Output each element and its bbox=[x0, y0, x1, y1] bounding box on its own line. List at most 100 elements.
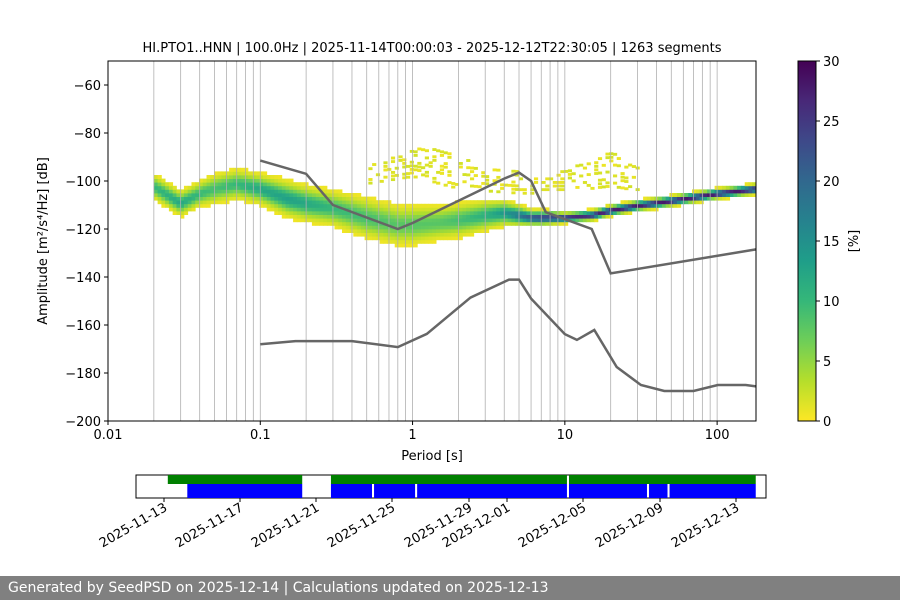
heatmap-cell bbox=[518, 214, 524, 219]
heatmap-cell bbox=[500, 200, 505, 205]
x-tick-label: 10 bbox=[557, 428, 574, 443]
heatmap-cell bbox=[214, 171, 219, 176]
heatmap-cell bbox=[477, 211, 482, 215]
heatmap-cell bbox=[262, 196, 268, 201]
heatmap-cell bbox=[541, 221, 546, 226]
heatmap-cell bbox=[217, 200, 222, 205]
heatmap-cell bbox=[432, 176, 437, 180]
heatmap-cell bbox=[628, 200, 633, 205]
heatmap-cell bbox=[360, 232, 365, 237]
heatmap-cell bbox=[710, 196, 716, 201]
heatmap-cell bbox=[466, 159, 471, 162]
heatmap-cell bbox=[172, 200, 177, 205]
heatmap-cell bbox=[575, 164, 580, 168]
heatmap-cell bbox=[462, 218, 467, 223]
heatmap-cell bbox=[229, 171, 234, 176]
heatmap-cell bbox=[161, 182, 166, 187]
heatmap-cell bbox=[319, 200, 324, 205]
heatmap-cell bbox=[473, 214, 478, 219]
heatmap-cell bbox=[492, 207, 497, 212]
heatmap-cell bbox=[481, 225, 486, 230]
heatmap-cell bbox=[199, 200, 204, 205]
heatmap-cell bbox=[202, 200, 207, 205]
heatmap-cell bbox=[458, 200, 463, 205]
heatmap-cell bbox=[285, 207, 290, 212]
heatmap-cell bbox=[522, 188, 527, 192]
heatmap-cell bbox=[345, 214, 350, 219]
heatmap-cell bbox=[646, 207, 652, 212]
heatmap-cell bbox=[594, 168, 599, 172]
heatmap-cell bbox=[458, 214, 463, 219]
heatmap-cell bbox=[293, 200, 298, 205]
heatmap-cell bbox=[628, 207, 633, 212]
heatmap-cell bbox=[240, 178, 245, 183]
heatmap-cell bbox=[229, 178, 234, 183]
heatmap-cell bbox=[451, 214, 456, 219]
heatmap-cell bbox=[545, 218, 550, 223]
heatmap-cell bbox=[417, 203, 422, 208]
heatmap-cell bbox=[533, 207, 539, 212]
heatmap-cell bbox=[688, 193, 693, 197]
heatmap-cell bbox=[451, 229, 456, 233]
heatmap-cell bbox=[650, 200, 655, 205]
heatmap-cell bbox=[266, 200, 271, 205]
heatmap-cell bbox=[334, 193, 339, 197]
heatmap-cell bbox=[733, 193, 738, 197]
heatmap-cell bbox=[183, 200, 189, 205]
heatmap-cell bbox=[342, 229, 347, 233]
heatmap-cell bbox=[195, 196, 200, 201]
heatmap-cell bbox=[439, 203, 445, 208]
heatmap-cell bbox=[729, 193, 734, 197]
heatmap-cell bbox=[421, 166, 426, 170]
heatmap-cell bbox=[402, 161, 407, 165]
heatmap-cell bbox=[417, 232, 422, 237]
heatmap-cell bbox=[338, 214, 343, 219]
heatmap-cell bbox=[601, 185, 606, 189]
heatmap-cell bbox=[311, 203, 317, 208]
heatmap-cell bbox=[481, 221, 486, 226]
heatmap-cell bbox=[221, 200, 226, 205]
heatmap-cell bbox=[590, 211, 595, 215]
heatmap-cell bbox=[579, 174, 584, 178]
heatmap-cell bbox=[646, 196, 652, 201]
heatmap-cell bbox=[323, 196, 328, 201]
heatmap-cell bbox=[281, 203, 286, 208]
heatmap-cell bbox=[695, 200, 700, 205]
heatmap-cell bbox=[439, 236, 445, 241]
heatmap-cell bbox=[432, 239, 437, 244]
timeline-green-segment bbox=[568, 475, 756, 484]
heatmap-cell bbox=[500, 221, 505, 226]
heatmap-cell bbox=[206, 196, 211, 201]
heatmap-cell bbox=[417, 211, 422, 215]
heatmap-cell bbox=[240, 182, 245, 187]
heatmap-cell bbox=[567, 214, 572, 219]
heatmap-cell bbox=[255, 189, 260, 194]
heatmap-cell bbox=[394, 218, 399, 223]
heatmap-cell bbox=[432, 221, 437, 226]
heatmap-cell bbox=[485, 203, 490, 208]
heatmap-cell bbox=[609, 155, 614, 159]
heatmap-cell bbox=[564, 221, 569, 226]
heatmap-cell bbox=[270, 200, 275, 205]
heatmap-cell bbox=[202, 185, 207, 190]
heatmap-cell bbox=[229, 182, 234, 187]
heatmap-cell bbox=[692, 189, 697, 194]
heatmap-cell bbox=[405, 239, 411, 244]
heatmap-cell bbox=[571, 179, 576, 183]
heatmap-cell bbox=[296, 196, 302, 201]
heatmap-cell bbox=[605, 181, 610, 185]
heatmap-cell bbox=[477, 200, 482, 205]
heatmap-cell bbox=[752, 189, 757, 194]
heatmap-cell bbox=[507, 211, 512, 215]
heatmap-cell bbox=[594, 218, 599, 223]
heatmap-cell bbox=[469, 203, 475, 208]
heatmap-cell bbox=[180, 193, 185, 197]
heatmap-cell bbox=[281, 214, 286, 219]
heatmap-cell bbox=[360, 203, 365, 208]
heatmap-cell bbox=[394, 239, 399, 244]
heatmap-cell bbox=[503, 218, 509, 223]
heatmap-cell bbox=[522, 207, 527, 212]
heatmap-cell bbox=[210, 182, 215, 187]
heatmap-cell bbox=[620, 200, 625, 205]
heatmap-cell bbox=[326, 218, 332, 223]
